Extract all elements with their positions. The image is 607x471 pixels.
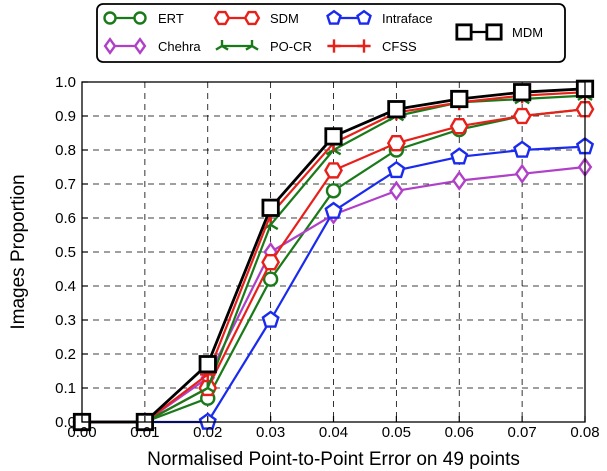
data-point-marker (327, 39, 341, 53)
legend-entry-cfss: CFSS (327, 39, 417, 54)
data-point-marker (262, 271, 279, 287)
y-tick-label: 0.6 (55, 210, 76, 227)
data-point-marker (357, 39, 371, 53)
legend-label: SDM (270, 11, 299, 26)
data-point-marker (389, 180, 404, 201)
y-tick-label: 0.9 (55, 108, 76, 125)
legend-entry-mdm: MDM (455, 23, 543, 41)
y-tick-label: 0.5 (55, 244, 76, 261)
data-point-marker (243, 10, 261, 26)
series-mdm (72, 79, 595, 432)
data-point-marker (485, 23, 503, 41)
y-tick-label: 0.0 (55, 414, 76, 431)
legend-label: Intraface (382, 11, 433, 26)
y-tick-label: 0.7 (55, 176, 76, 193)
data-point-marker (451, 170, 467, 191)
x-tick-label: 0.02 (193, 424, 222, 441)
x-tick-label: 0.01 (130, 424, 159, 441)
y-tick-label: 0.2 (55, 346, 76, 363)
x-tick-label: 0.08 (570, 424, 599, 441)
data-point-marker (261, 198, 280, 217)
data-point-marker (133, 37, 147, 55)
series-line (82, 108, 586, 424)
legend-entry-po-cr: PO-CR (215, 39, 312, 54)
data-point-marker (103, 11, 117, 25)
legend-entry-intraface: Intraface (326, 9, 433, 26)
series-line (82, 108, 586, 424)
x-tick-label: 0.00 (67, 424, 96, 441)
x-tick-label: 0.07 (508, 424, 537, 441)
x-tick-label: 0.03 (256, 424, 285, 441)
data-point-marker (198, 355, 217, 374)
data-point-marker (513, 140, 532, 158)
data-point-marker (215, 39, 229, 51)
data-point-marker (245, 39, 259, 51)
x-tick-label: 0.06 (445, 424, 474, 441)
data-point-marker (450, 147, 469, 165)
data-point-marker (103, 37, 117, 55)
y-tick-label: 0.1 (55, 380, 76, 397)
legend-entry-chehra: Chehra (103, 37, 201, 55)
legend-label: Chehra (158, 39, 201, 54)
data-point-marker (450, 89, 469, 109)
legend-frame (96, 3, 566, 63)
data-point-marker (133, 11, 147, 25)
data-point-marker (324, 162, 343, 179)
y-tick-label: 1.0 (55, 74, 76, 91)
data-point-marker (387, 100, 406, 119)
x-tick-label: 0.05 (382, 424, 411, 441)
data-point-marker (514, 163, 530, 184)
legend-entry-sdm: SDM (213, 10, 299, 26)
x-axis-label: Normalised Point-to-Point Error on 49 po… (147, 449, 520, 470)
data-point-marker (449, 118, 469, 135)
x-tick-label: 0.04 (319, 424, 348, 441)
legend-entry-ert: ERT (103, 11, 184, 26)
axis-ticks: 0.00 0.01 0.02 0.03 0.04 0.05 0.06 0.07 0.08 0.0 0… (55, 74, 599, 441)
y-tick-label: 0.3 (55, 312, 76, 329)
legend-label: MDM (512, 25, 543, 40)
y-tick-label: 0.4 (55, 278, 76, 295)
series-lines (72, 79, 595, 433)
data-point-marker (325, 183, 342, 199)
data-point-marker (324, 127, 343, 146)
data-point-marker (356, 9, 372, 25)
data-point-marker (512, 107, 532, 125)
y-axis-label: Images Proportion (8, 174, 29, 329)
data-point-marker (513, 83, 532, 102)
y-tick-label: 0.8 (55, 142, 76, 159)
data-point-marker (261, 310, 280, 328)
legend-label: CFSS (382, 39, 417, 54)
data-point-marker (386, 135, 406, 152)
legend-label: ERT (158, 11, 184, 26)
data-point-marker (455, 23, 473, 41)
legend: ERT Chehra SDM PO-CR Intraface CFSS MDM (96, 3, 566, 63)
data-point-marker (261, 254, 281, 271)
data-point-marker (213, 10, 231, 26)
legend-label: PO-CR (270, 39, 312, 54)
data-point-marker (387, 160, 406, 179)
data-point-marker (326, 9, 342, 25)
data-point-marker (324, 201, 343, 219)
